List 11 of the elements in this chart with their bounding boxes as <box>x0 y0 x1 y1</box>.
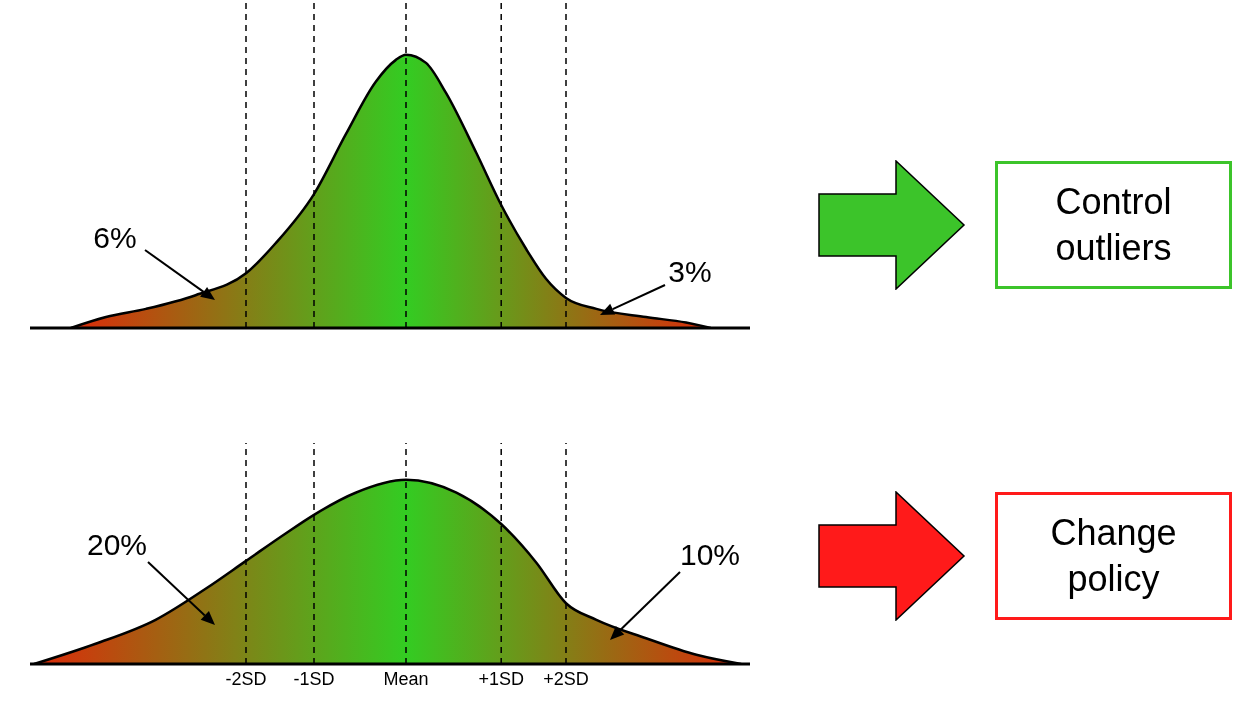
text: Control outliers <box>1054 180 1173 270</box>
x-tick-label: -1SD <box>293 668 335 689</box>
annotation: 6% <box>93 221 137 254</box>
x-tick-label: +2SD <box>543 668 589 689</box>
x-tick-label: +1SD <box>478 668 524 689</box>
annotation: 3% <box>668 255 712 288</box>
annotation: 10% <box>679 538 741 571</box>
x-tick-label: -2SD <box>225 668 267 689</box>
x-tick-label: Mean <box>383 668 429 689</box>
annotation: 20% <box>86 528 148 561</box>
text: Change policy <box>1049 511 1178 601</box>
